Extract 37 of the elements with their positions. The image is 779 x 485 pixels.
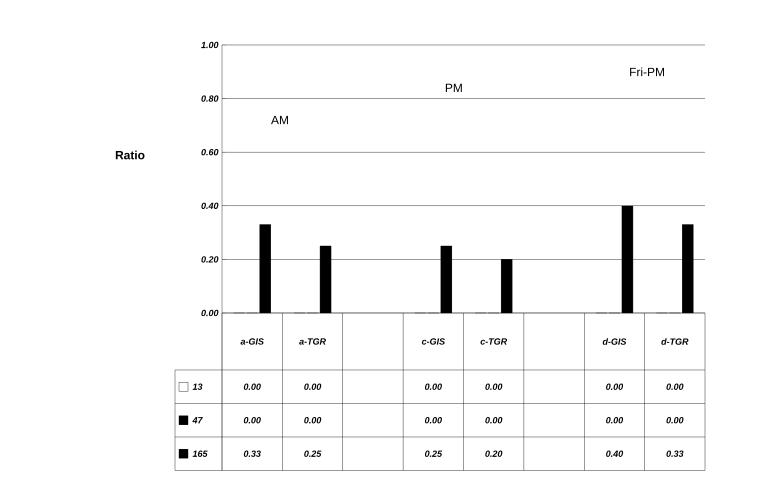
data-label: 0.00 bbox=[424, 384, 442, 390]
y-tick-label: 0.60 bbox=[201, 149, 218, 156]
x-tick-label: c-TGR bbox=[480, 338, 508, 345]
x-tick-label: d-GIS bbox=[602, 338, 626, 345]
data-label: 0.33 bbox=[666, 450, 684, 457]
x-tick-label: d-TGR bbox=[661, 338, 688, 345]
legend-label: 165 bbox=[192, 450, 208, 457]
data-label: 0.00 bbox=[304, 384, 322, 390]
data-label: 0.20 bbox=[485, 450, 502, 457]
legend-label: 47 bbox=[192, 417, 203, 424]
data-label: 0.00 bbox=[485, 417, 502, 424]
x-tick-label: a-TGR bbox=[299, 338, 326, 345]
x-tick-label: c-GIS bbox=[422, 338, 445, 345]
data-label: 0.00 bbox=[666, 417, 684, 424]
y-tick-label: 0.40 bbox=[201, 202, 218, 209]
data-label: 0.00 bbox=[244, 417, 261, 424]
data-label: 0.00 bbox=[485, 384, 502, 390]
data-label: 0.00 bbox=[666, 384, 684, 390]
data-label: 0.25 bbox=[424, 450, 442, 457]
data-label: 0.00 bbox=[244, 384, 261, 390]
data-label: 0.00 bbox=[424, 417, 442, 424]
annotation: AM bbox=[271, 116, 288, 124]
y-tick-label: 0.00 bbox=[201, 310, 218, 316]
x-tick-label: a-GIS bbox=[240, 338, 264, 345]
y-axis-title: Ratio bbox=[116, 150, 144, 160]
legend-label: 13 bbox=[192, 384, 202, 390]
data-label: 0.00 bbox=[606, 384, 624, 390]
data-label: 0.25 bbox=[304, 450, 322, 457]
y-tick-label: 0.80 bbox=[201, 95, 218, 102]
annotation: PM bbox=[446, 84, 462, 92]
annotation: Fri-PM bbox=[630, 67, 664, 76]
data-label: 0.00 bbox=[606, 417, 624, 424]
data-label: 0.00 bbox=[304, 417, 322, 424]
data-label: 0.33 bbox=[244, 450, 261, 457]
y-tick-label: 1.00 bbox=[201, 42, 218, 48]
y-tick-label: 0.20 bbox=[201, 256, 218, 263]
data-label: 0.40 bbox=[606, 450, 624, 457]
